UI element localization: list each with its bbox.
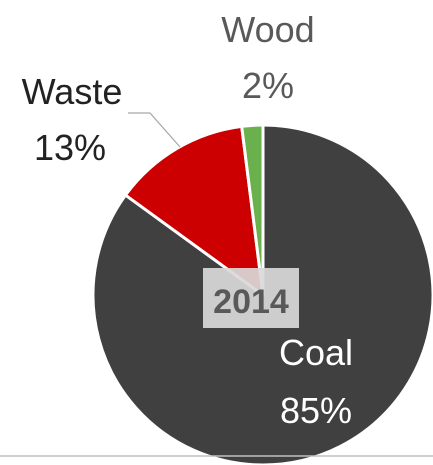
wood-label: Wood [221,9,314,50]
pie-slice-wood [240,123,265,297]
center-year-label: 2014 [213,283,289,321]
waste-leader-line [128,112,181,148]
coal-label: Coal [279,332,353,373]
coal-percent: 85% [280,390,352,431]
pie-slice-waste [123,124,265,297]
pie-slices [91,123,433,465]
waste-percent: 13% [34,127,106,168]
wood-percent: 2% [242,65,294,106]
center-label-box [203,268,299,328]
pie-slice-coal [91,123,433,465]
waste-label: Waste [22,71,123,112]
